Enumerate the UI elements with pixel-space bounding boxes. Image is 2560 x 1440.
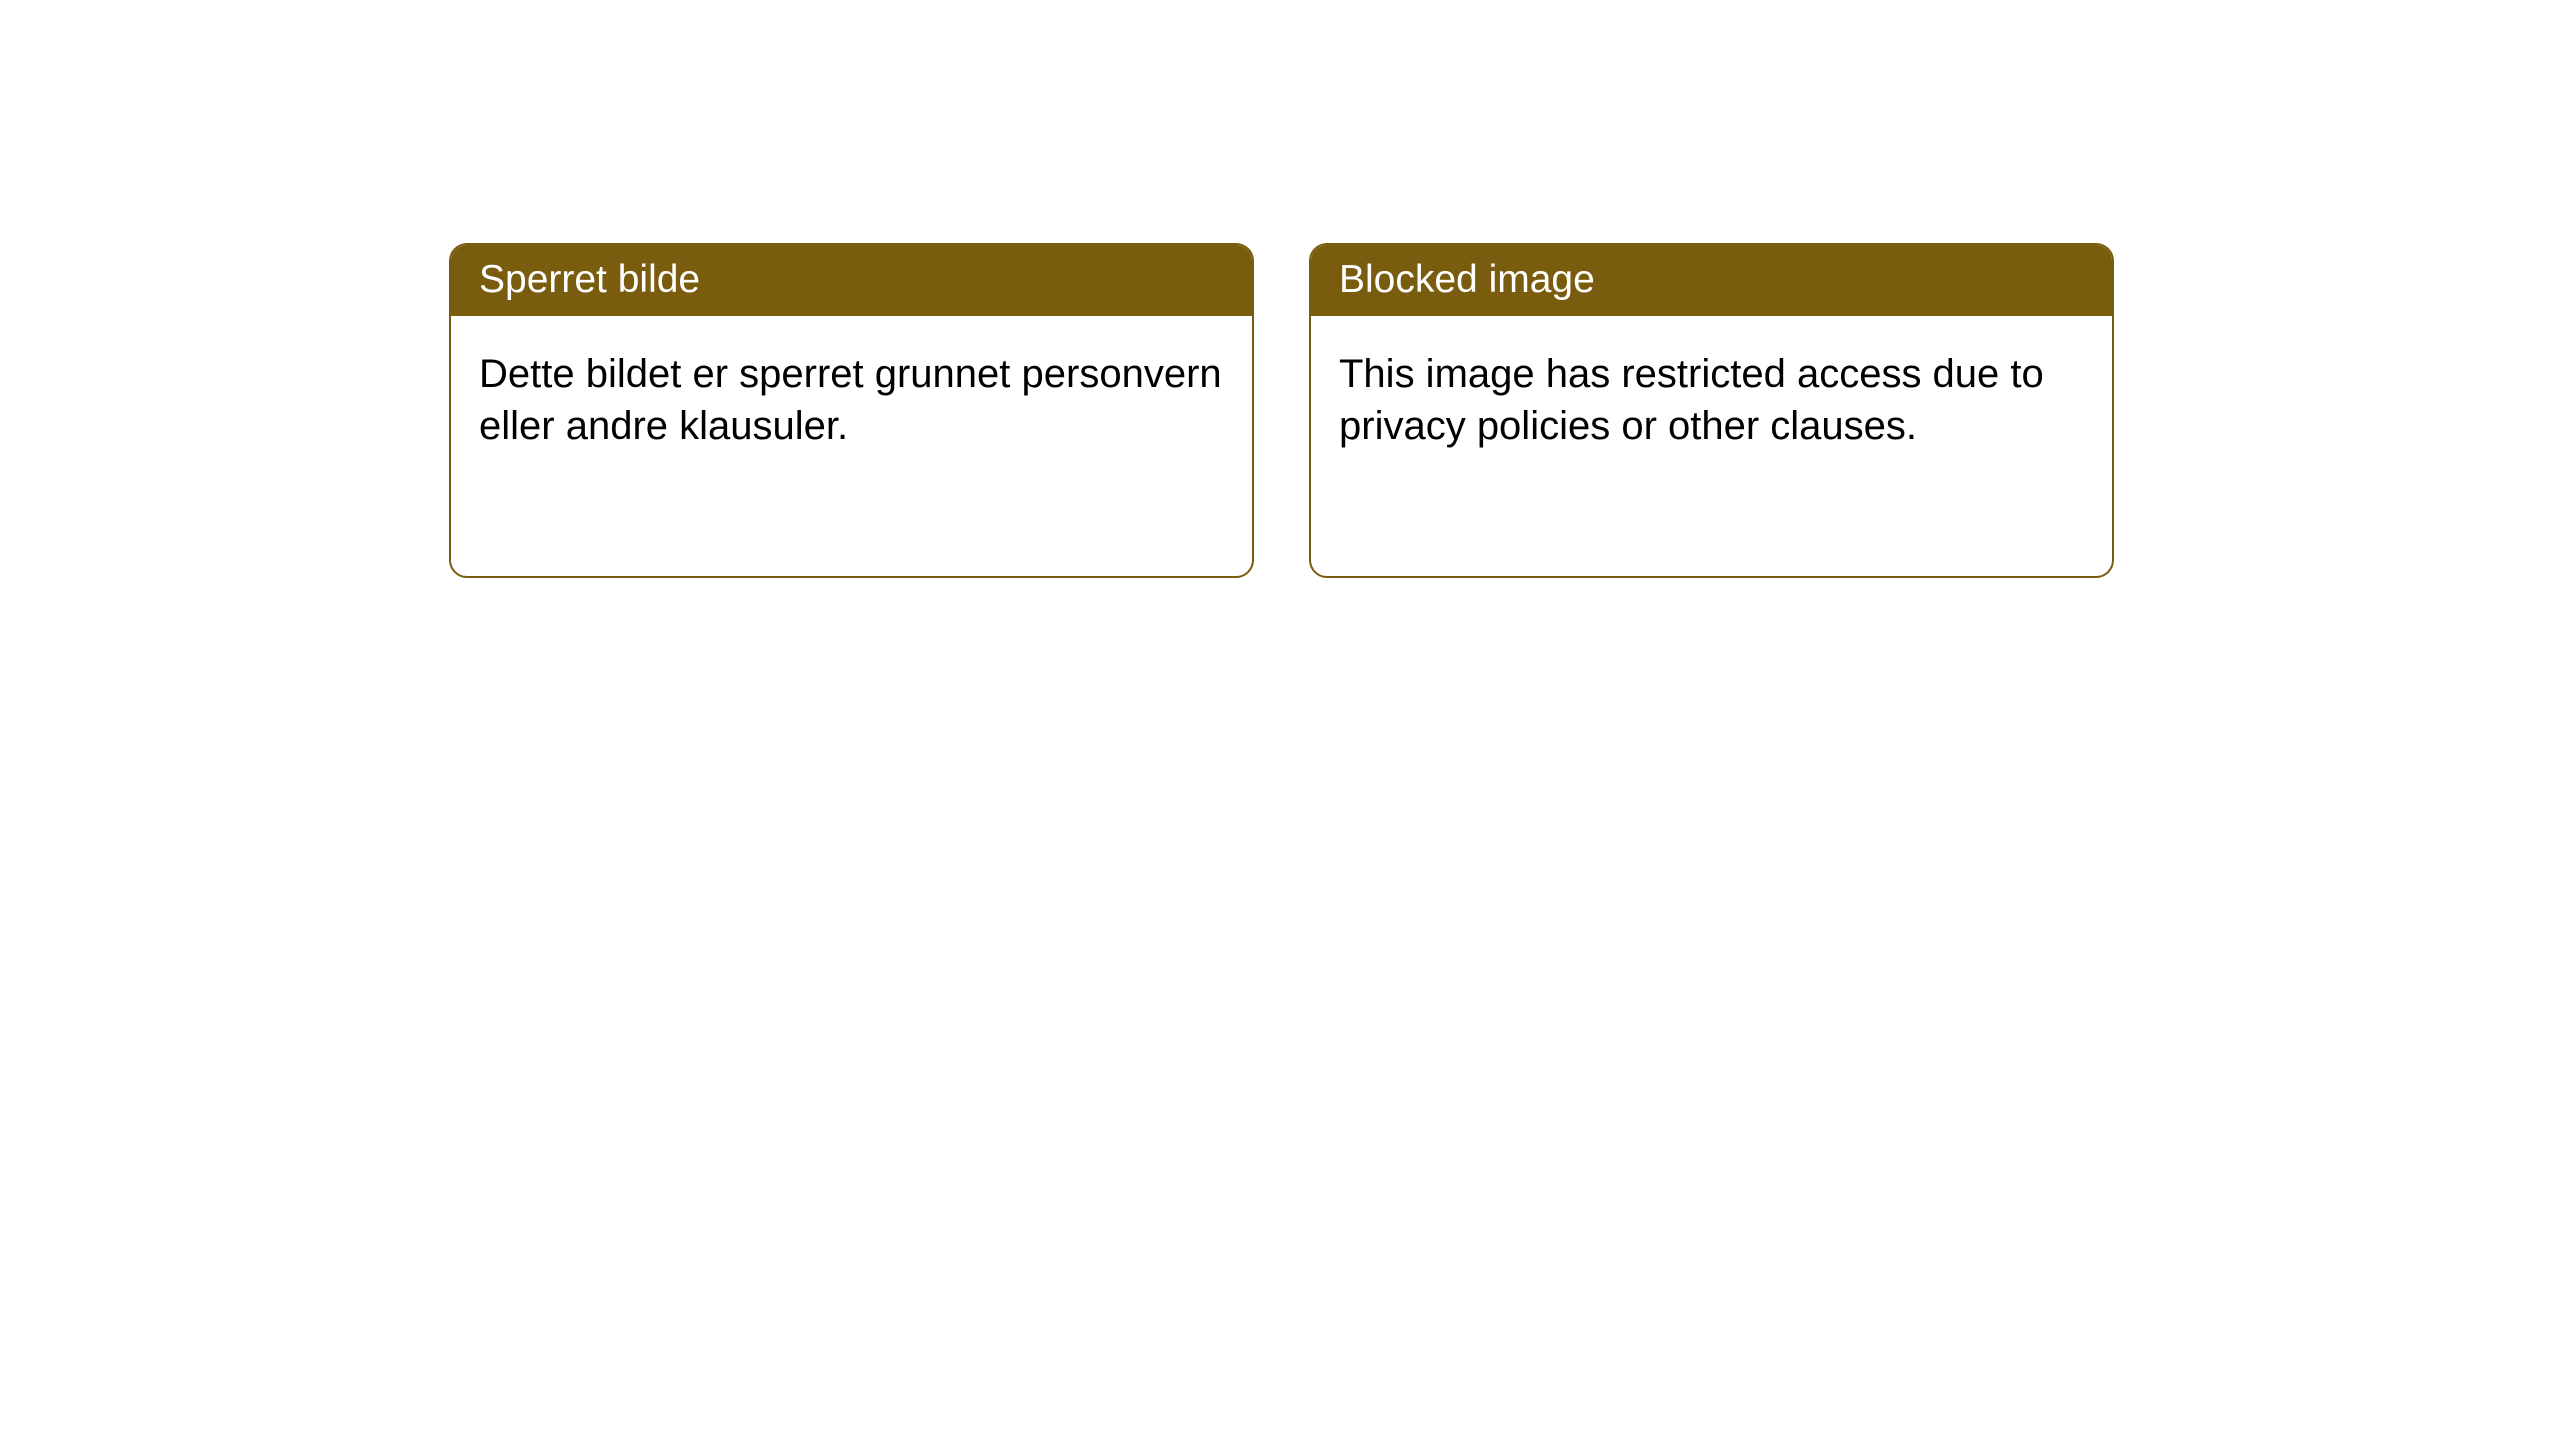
notice-message: Dette bildet er sperret grunnet personve… [479, 352, 1222, 448]
notice-header: Blocked image [1311, 245, 2112, 316]
notice-title: Sperret bilde [479, 258, 700, 301]
notice-header: Sperret bilde [451, 245, 1252, 316]
notice-card-norwegian: Sperret bilde Dette bildet er sperret gr… [449, 243, 1254, 578]
notice-title: Blocked image [1339, 258, 1595, 301]
notice-body: Dette bildet er sperret grunnet personve… [451, 316, 1252, 484]
notice-container: Sperret bilde Dette bildet er sperret gr… [0, 0, 2560, 578]
notice-body: This image has restricted access due to … [1311, 316, 2112, 484]
notice-message: This image has restricted access due to … [1339, 352, 2044, 448]
notice-card-english: Blocked image This image has restricted … [1309, 243, 2114, 578]
